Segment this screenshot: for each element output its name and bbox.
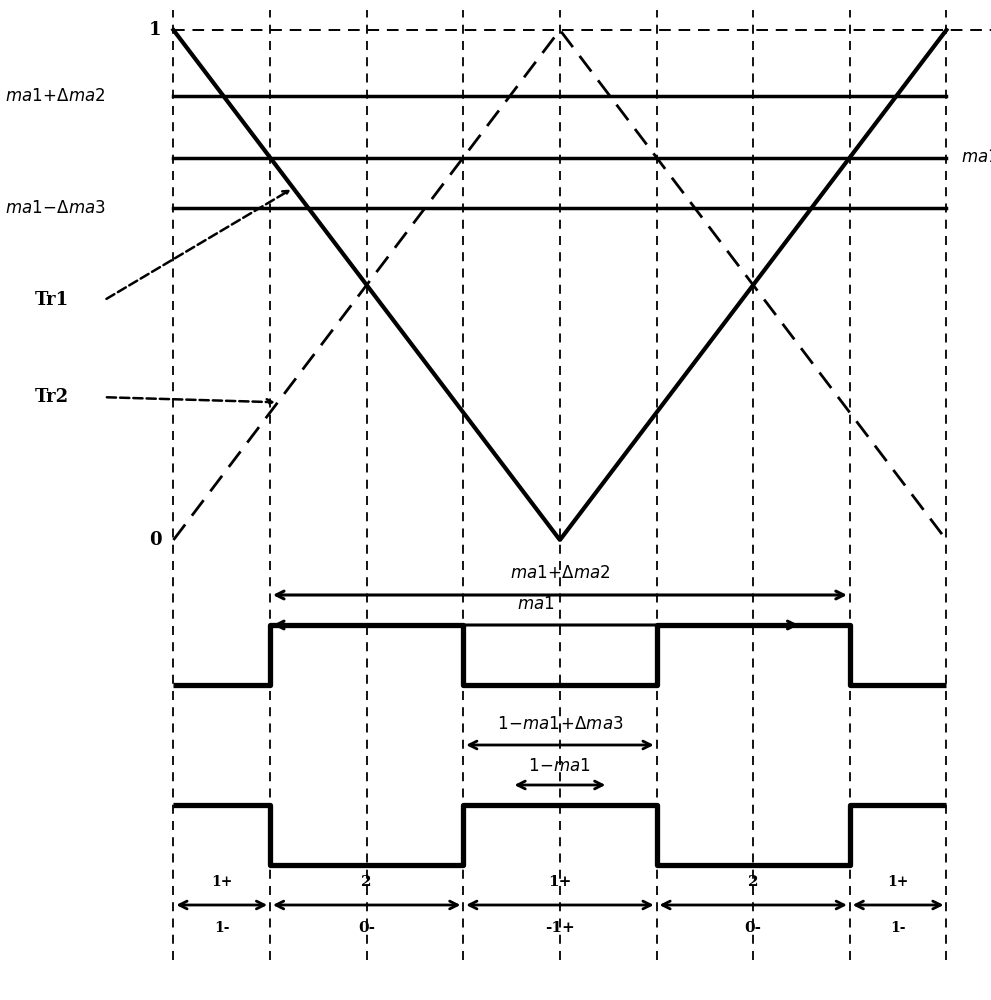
Text: 0-: 0- [358, 921, 376, 935]
Text: 1+: 1+ [887, 875, 909, 889]
Text: $ma1\!-\!\Delta ma3$: $ma1\!-\!\Delta ma3$ [5, 199, 106, 217]
Text: $ma1\!+\!\Delta ma2$: $ma1\!+\!\Delta ma2$ [5, 87, 106, 105]
Text: Tr2: Tr2 [35, 388, 68, 406]
Text: 1-: 1- [890, 921, 906, 935]
Text: $ma1$: $ma1$ [517, 595, 555, 613]
Text: 1: 1 [149, 21, 162, 39]
Text: 1+: 1+ [211, 875, 233, 889]
Text: Tr1: Tr1 [35, 291, 68, 309]
Text: 2: 2 [748, 875, 758, 889]
Text: 1+: 1+ [548, 875, 572, 889]
Text: 0-: 0- [744, 921, 762, 935]
Text: 1-: 1- [214, 921, 230, 935]
Text: $ma1$: $ma1$ [961, 148, 991, 166]
Text: $ma1\!+\!\Delta ma2$: $ma1\!+\!\Delta ma2$ [509, 564, 610, 582]
Text: $1\!-\!ma1$: $1\!-\!ma1$ [528, 757, 592, 775]
Text: 0: 0 [149, 531, 162, 549]
Text: $1\!-\!ma1\!+\!\Delta ma3$: $1\!-\!ma1\!+\!\Delta ma3$ [496, 715, 623, 733]
Text: -1+: -1+ [545, 921, 575, 935]
Text: 2: 2 [362, 875, 372, 889]
